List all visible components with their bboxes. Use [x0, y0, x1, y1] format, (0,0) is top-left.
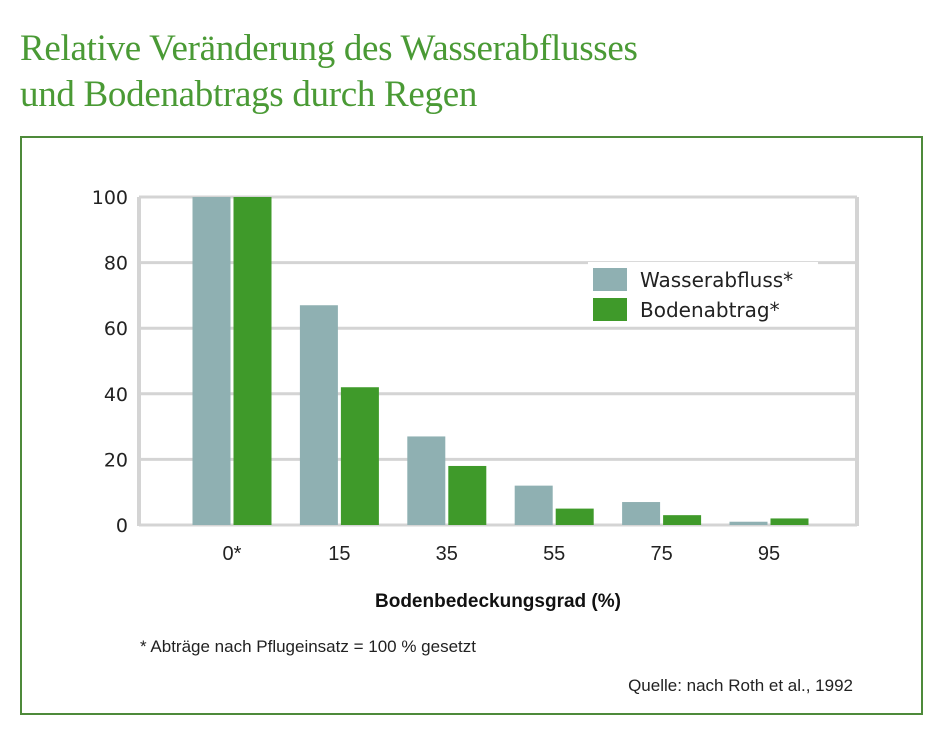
legend-label-bodenabtrag: Bodenabtrag* [640, 298, 780, 322]
title-line-2: und Bodenabtrags durch Regen [20, 74, 478, 115]
footnote: * Abträge nach Pflugeinsatz = 100 % gese… [140, 637, 476, 656]
y-tick-label: 80 [104, 253, 128, 275]
bar-bodenabtrag-95 [770, 518, 809, 525]
y-tick-label: 60 [104, 318, 128, 340]
bar-bodenabtrag-0 [233, 197, 272, 525]
legend-label-wasserabfluss: Wasserabfluss* [640, 268, 793, 292]
y-axis-ticks: 0 20 40 60 80 100 [92, 187, 128, 537]
bar-bodenabtrag-75 [663, 515, 702, 525]
x-tick-label: 75 [650, 543, 672, 565]
y-tick-label: 100 [92, 187, 128, 209]
x-axis-ticks: 0* 15 35 55 75 95 [223, 543, 781, 565]
bar-bodenabtrag-55 [555, 508, 594, 525]
x-tick-label: 15 [328, 543, 350, 565]
bar-bodenabtrag-35 [448, 465, 487, 525]
y-tick-label: 40 [104, 384, 128, 406]
legend-swatch-wasserabfluss [593, 268, 627, 291]
bars [192, 197, 809, 525]
y-tick-label: 20 [104, 449, 128, 471]
chart-title: Relative Veränderung des Wasserabflusses… [20, 26, 638, 118]
bar-wasserabfluss-75 [622, 502, 661, 525]
x-axis-label: Bodenbedeckungsgrad (%) [375, 591, 621, 612]
bar-bodenabtrag-15 [340, 387, 379, 525]
title-line-1: Relative Veränderung des Wasserabflusses [20, 28, 638, 69]
bar-wasserabfluss-15 [299, 305, 338, 525]
x-tick-label: 95 [758, 543, 780, 565]
bar-wasserabfluss-35 [407, 436, 446, 525]
y-tick-label: 0 [116, 515, 128, 537]
x-tick-label: 55 [543, 543, 565, 565]
x-tick-label: 0* [223, 543, 242, 565]
source-note: Quelle: nach Roth et al., 1992 [628, 676, 853, 695]
bar-wasserabfluss-95 [729, 521, 768, 525]
legend-swatch-bodenabtrag [593, 298, 627, 321]
x-tick-label: 35 [436, 543, 458, 565]
bar-wasserabfluss-0 [192, 197, 231, 525]
bar-wasserabfluss-55 [514, 485, 553, 525]
chart-frame [20, 136, 923, 715]
